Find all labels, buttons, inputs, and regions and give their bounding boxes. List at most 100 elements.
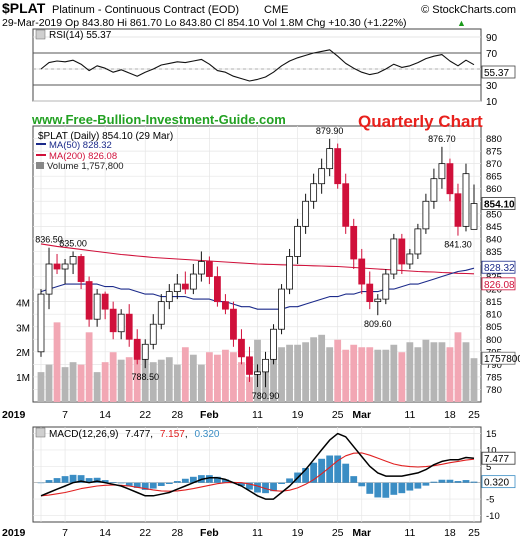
- volume-bar: [173, 364, 181, 402]
- macd-histogram-bar: [430, 481, 438, 483]
- price-tick-label: 785: [486, 372, 502, 383]
- volume-bar: [246, 377, 253, 402]
- macd-tick-label: 15: [486, 429, 497, 440]
- macd-histogram-bar: [310, 462, 318, 483]
- candle-body: [222, 301, 229, 310]
- macd-histogram-bar: [350, 476, 358, 483]
- x-tick-label: 7: [62, 527, 68, 539]
- ma50-line: [40, 267, 475, 310]
- macd-histogram-bar: [37, 482, 45, 484]
- macd-histogram-bar: [262, 482, 269, 494]
- macd-histogram-bar: [366, 482, 374, 494]
- candle-body: [358, 258, 366, 285]
- x-tick-label: 25: [332, 409, 344, 421]
- price-tick-label: 840: [486, 234, 502, 245]
- x-tick-label: Feb: [200, 409, 219, 421]
- volume-bar: [430, 342, 438, 402]
- candle-body: [286, 256, 293, 290]
- volume-bar: [141, 347, 149, 402]
- volume-tick-label: 4M: [16, 298, 30, 309]
- hist-value-box: [481, 475, 516, 489]
- x-tick-label: 11: [252, 527, 263, 539]
- x-tick-label: 14: [99, 409, 111, 421]
- candle-body: [310, 183, 318, 202]
- macd-legend-value: 7.477: [125, 429, 150, 440]
- volume-tick-label: 2M: [16, 348, 30, 359]
- x-axis-price: 2019 7 14 22 28 Feb 11 19 25 Mar 11 18 25: [2, 409, 480, 421]
- x-tick-label: 11: [404, 409, 415, 421]
- volume-bar: [149, 362, 157, 402]
- volume-bar: [286, 344, 293, 402]
- exchange-label: CME: [264, 4, 288, 16]
- candle-body: [470, 203, 478, 230]
- volume-bar: [366, 347, 374, 402]
- x-tick-label: 25: [468, 527, 480, 539]
- histogram-value-label: 0.320: [484, 478, 509, 489]
- rsi-legend: RSI(14) 55.37: [49, 30, 112, 41]
- last-price-label: 854.10: [484, 200, 515, 211]
- candle-body: [61, 263, 69, 270]
- candle-body: [214, 276, 221, 303]
- candle-body: [117, 313, 125, 333]
- macd-histogram-bar: [173, 481, 181, 483]
- price-tick-label: 780: [486, 385, 502, 396]
- candle-body: [262, 358, 269, 373]
- x-tick-label: 19: [292, 409, 304, 421]
- signal-legend-value: 7.157: [160, 429, 185, 440]
- macd-histogram-bar: [45, 480, 53, 483]
- volume-bar: [398, 352, 406, 402]
- candle-body: [270, 328, 277, 360]
- candle-body: [37, 293, 45, 353]
- price-tick-label: 870: [486, 159, 502, 170]
- volume-bar: [69, 362, 77, 402]
- macd-histogram-bar: [101, 480, 109, 483]
- price-annotation: 809.60: [364, 319, 392, 329]
- volume-bar: [189, 354, 197, 402]
- volume-bar: [230, 352, 237, 402]
- volume-bar: [422, 339, 430, 402]
- candle-body: [366, 283, 374, 303]
- volume-bar: [310, 337, 318, 402]
- macd-value-box: [481, 451, 516, 465]
- candle-body: [254, 371, 261, 375]
- macd-histogram-bar: [141, 482, 149, 490]
- candle-body: [342, 183, 350, 227]
- macd-value-label: 7.477: [484, 454, 509, 465]
- volume-bar: [302, 342, 310, 402]
- x-tick-label: Feb: [200, 527, 219, 539]
- candle-body: [125, 313, 133, 340]
- candle-body: [302, 200, 310, 227]
- volume-bar: [342, 349, 350, 402]
- macd-histogram-bar: [454, 481, 462, 483]
- candle-body: [294, 225, 301, 257]
- candle-body: [318, 168, 326, 185]
- macd-histogram-bar: [302, 467, 310, 483]
- quarterly-chart-caption: Quarterly Chart: [358, 112, 483, 131]
- candle-body: [77, 256, 85, 282]
- price-annotation: 879.90: [316, 126, 344, 136]
- candle-body: [133, 338, 141, 360]
- candle-body: [398, 238, 406, 265]
- x-tick-label: 28: [171, 409, 183, 421]
- price-annotation: 841.30: [444, 240, 472, 250]
- volume-tick-label: 3M: [16, 323, 30, 334]
- candle-body: [278, 288, 285, 330]
- candle-body: [414, 228, 422, 255]
- macd-line: [40, 432, 475, 500]
- macd-histogram-bar: [390, 482, 398, 495]
- instrument-name: Platinum - Continuous Contract (EOD): [52, 4, 239, 16]
- x-tick-label: 11: [252, 409, 263, 421]
- volume-bar: [294, 344, 301, 402]
- volume-bar: [326, 347, 334, 402]
- macd-histogram-bar: [406, 482, 414, 491]
- macd-histogram-bar: [470, 481, 478, 483]
- macd-histogram-bar: [214, 476, 221, 483]
- candle-body: [181, 283, 189, 290]
- volume-bar: [61, 367, 69, 402]
- x-tick-label: 2019: [2, 527, 26, 539]
- price-tick-label: 815: [486, 297, 502, 308]
- macd-histogram-bar: [326, 455, 334, 483]
- macd-histogram-bar: [414, 482, 422, 489]
- x-tick-label: Mar: [352, 527, 371, 539]
- site-watermark: www.Free-Bullion-Investment-Guide.com: [31, 112, 286, 127]
